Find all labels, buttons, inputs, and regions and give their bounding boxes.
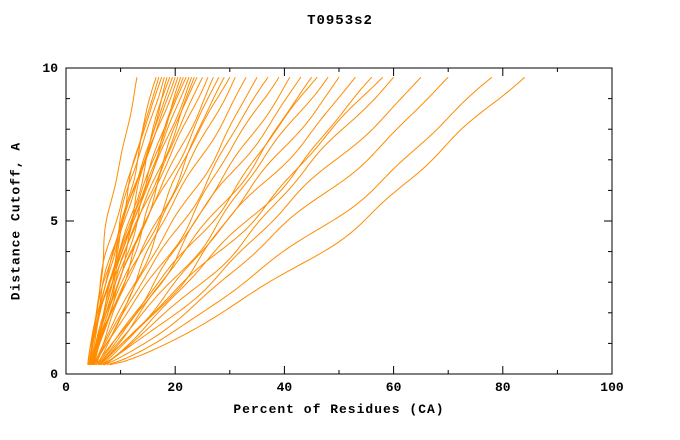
model-curve bbox=[102, 76, 373, 366]
x-axis-label: Percent of Residues (CA) bbox=[233, 402, 445, 417]
model-curve bbox=[98, 76, 329, 366]
model-curve bbox=[95, 76, 225, 365]
x-tick-label: 20 bbox=[167, 380, 183, 395]
model-curve bbox=[109, 76, 525, 366]
model-curve bbox=[87, 77, 157, 365]
model-curve bbox=[101, 76, 422, 366]
model-curve bbox=[95, 76, 247, 365]
x-tick-label: 0 bbox=[62, 380, 70, 395]
model-curve bbox=[98, 76, 291, 366]
model-curve bbox=[97, 76, 318, 366]
model-curve bbox=[87, 77, 165, 365]
y-tick-label: 5 bbox=[50, 214, 58, 229]
model-curve bbox=[99, 76, 384, 366]
model-curve bbox=[106, 76, 493, 366]
model-curve bbox=[92, 76, 198, 365]
model-curve bbox=[93, 76, 280, 366]
model-curve bbox=[97, 76, 269, 366]
model-curve bbox=[89, 77, 179, 365]
x-tick-label: 80 bbox=[495, 380, 511, 395]
model-curve bbox=[95, 76, 302, 366]
x-tick-label: 40 bbox=[277, 380, 293, 395]
model-curve bbox=[104, 76, 449, 366]
y-tick-label: 10 bbox=[42, 61, 58, 76]
chart-title: T0953s2 bbox=[307, 13, 373, 29]
x-tick-label: 100 bbox=[600, 380, 624, 395]
model-curve bbox=[99, 76, 313, 366]
y-tick-label: 0 bbox=[50, 367, 58, 382]
model-curve bbox=[92, 76, 220, 365]
model-curve bbox=[91, 76, 231, 365]
model-curve bbox=[93, 76, 236, 365]
model-curve bbox=[90, 77, 195, 365]
model-curve bbox=[103, 76, 394, 366]
x-tick-label: 60 bbox=[386, 380, 402, 395]
